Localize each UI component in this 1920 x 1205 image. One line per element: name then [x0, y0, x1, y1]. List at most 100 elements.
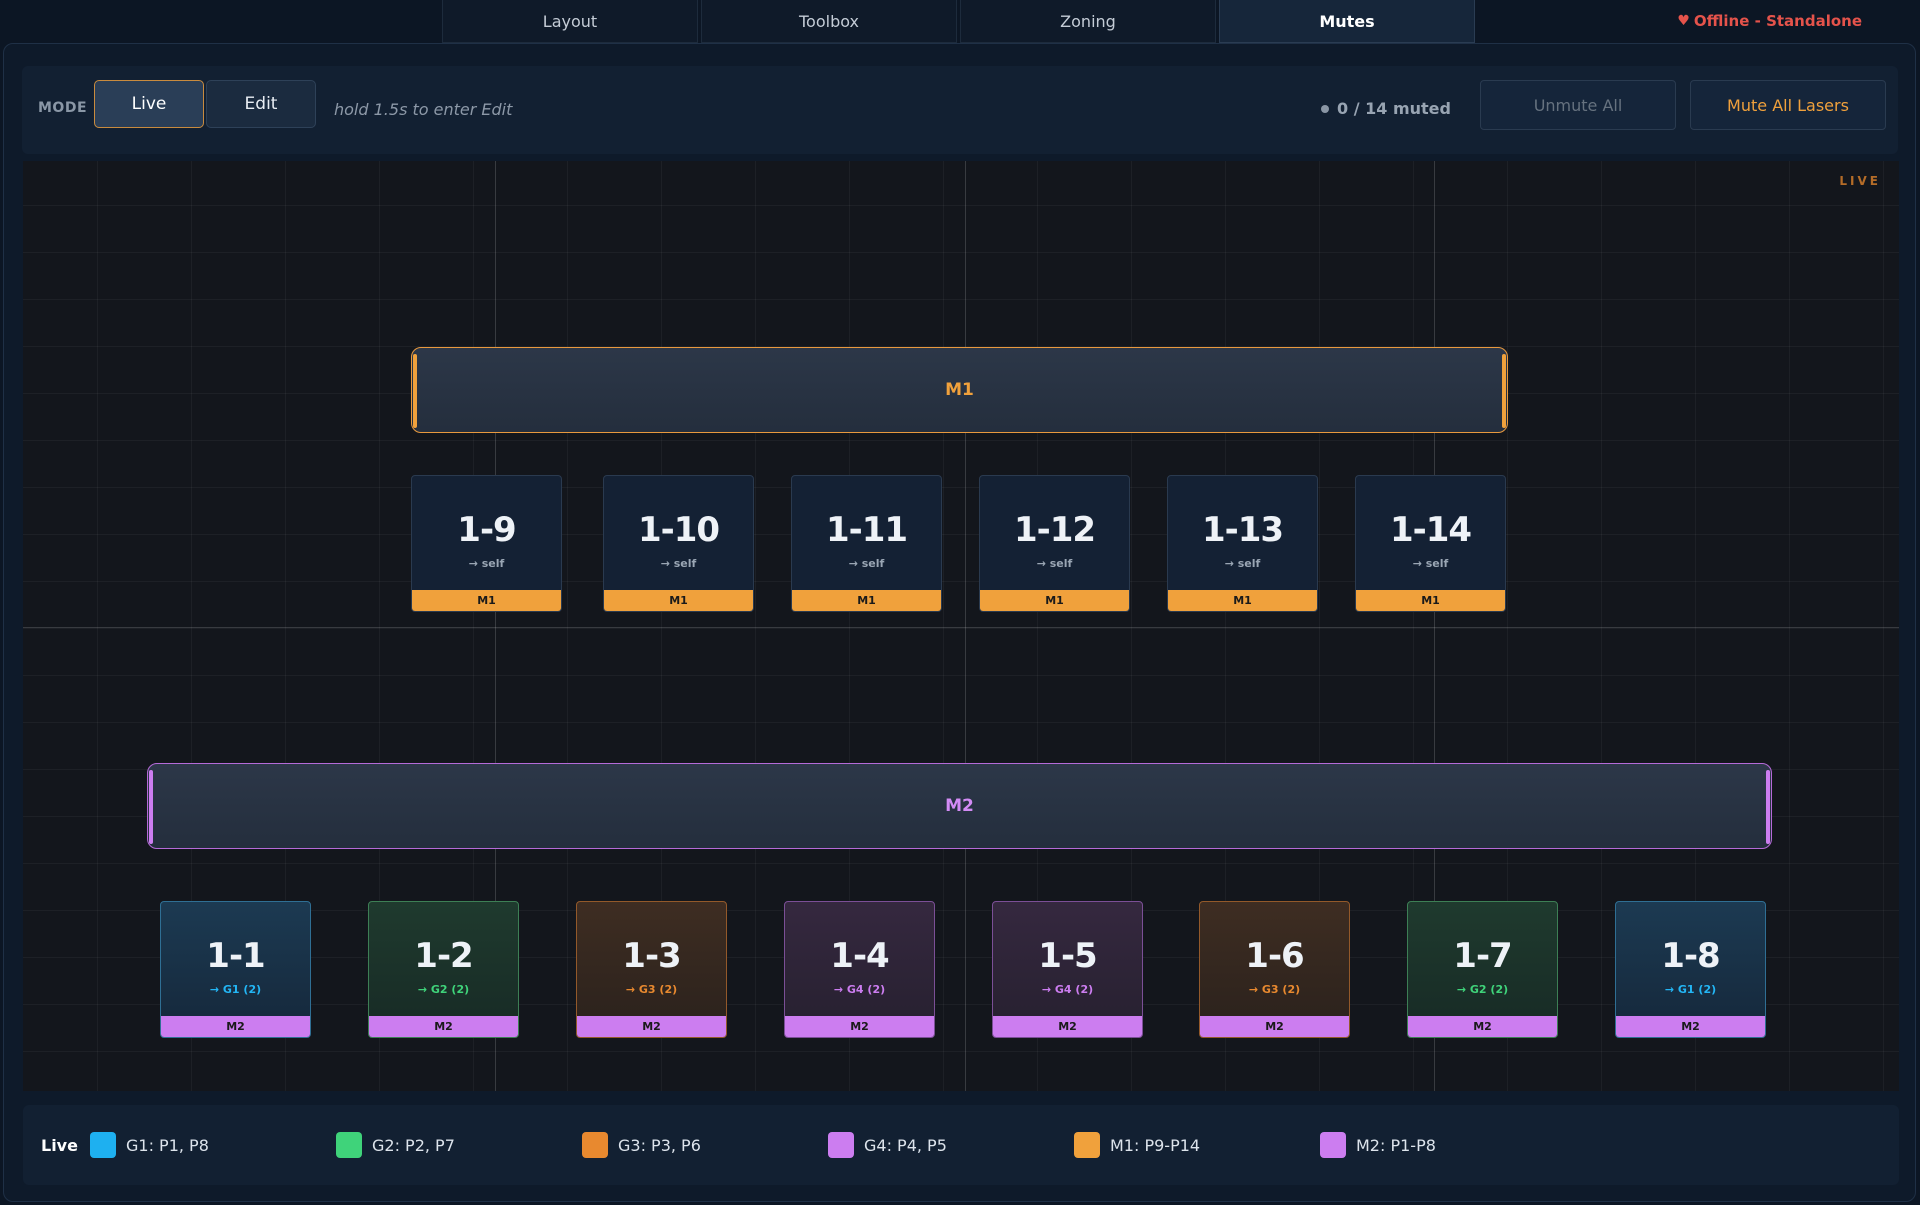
muted-count: 0 / 14 muted — [1321, 99, 1451, 118]
mode-bar: MODE Live Edit hold 1.5s to enter Edit 0… — [22, 66, 1898, 154]
legend-label: G2: P2, P7 — [372, 1135, 455, 1155]
status-dot-icon — [1321, 104, 1329, 113]
projector-tile[interactable]: 1-10 → self M1 — [603, 475, 754, 612]
projector-group-badge: M2 — [1616, 1016, 1765, 1037]
group-handle-left[interactable] — [413, 354, 417, 428]
projector-group-badge: M2 — [785, 1016, 934, 1037]
projector-target: → G4 (2) — [1041, 983, 1094, 996]
muted-count-text: 0 / 14 muted — [1337, 99, 1451, 118]
mode-label: MODE — [38, 100, 88, 116]
projector-tile[interactable]: 1-9 → self M1 — [411, 475, 562, 612]
grid-axis-vertical — [965, 161, 966, 1091]
projector-group-badge: M1 — [412, 590, 561, 611]
projector-target: → self — [848, 557, 885, 570]
legend-swatch — [336, 1132, 362, 1158]
projector-name: 1-5 — [1038, 936, 1097, 976]
projector-group-badge: M1 — [1168, 590, 1317, 611]
group-bar-m1[interactable]: M1 — [411, 347, 1508, 433]
grid-axis-vertical — [495, 161, 496, 1091]
mute-canvas: LIVE M1 1-9 → self M1 1-10 → self M1 1-1… — [23, 161, 1899, 1091]
group-handle-right[interactable] — [1766, 770, 1770, 844]
legend-label: M1: P9-P14 — [1110, 1135, 1201, 1155]
projector-tile[interactable]: 1-8 → G1 (2) M2 — [1615, 901, 1766, 1038]
edit-mode-button[interactable]: Edit — [206, 80, 316, 128]
projector-tile[interactable]: 1-1 → G1 (2) M2 — [160, 901, 311, 1038]
projector-tile[interactable]: 1-7 → G2 (2) M2 — [1407, 901, 1558, 1038]
legend-label: M2: P1-P8 — [1356, 1135, 1436, 1155]
projector-group-badge: M2 — [577, 1016, 726, 1037]
legend-mode: Live — [41, 1136, 78, 1155]
projector-target: → self — [1224, 557, 1261, 570]
live-tag: LIVE — [1839, 174, 1881, 188]
legend: Live G1: P1, P8 G2: P2, P7 G3: P3, P6 G4… — [23, 1105, 1899, 1185]
projector-tile[interactable]: 1-3 → G3 (2) M2 — [576, 901, 727, 1038]
group-bar-m2[interactable]: M2 — [147, 763, 1772, 849]
projector-target: → G3 (2) — [1248, 983, 1301, 996]
projector-group-badge: M1 — [604, 590, 753, 611]
projector-target: → self — [1036, 557, 1073, 570]
projector-target: → G4 (2) — [833, 983, 886, 996]
mutes-panel: MODE Live Edit hold 1.5s to enter Edit 0… — [3, 43, 1916, 1202]
legend-label: G1: P1, P8 — [126, 1135, 209, 1155]
tab-toolbox[interactable]: Toolbox — [701, 0, 957, 43]
projector-tile[interactable]: 1-2 → G2 (2) M2 — [368, 901, 519, 1038]
projector-name: 1-14 — [1389, 510, 1472, 550]
legend-swatch — [1074, 1132, 1100, 1158]
legend-item: G3: P3, P6 — [582, 1132, 701, 1158]
group-handle-left[interactable] — [149, 770, 153, 844]
projector-tile[interactable]: 1-6 → G3 (2) M2 — [1199, 901, 1350, 1038]
projector-group-badge: M1 — [792, 590, 941, 611]
group-label: M1 — [945, 380, 974, 400]
projector-group-badge: M2 — [369, 1016, 518, 1037]
projector-group-badge: M1 — [1356, 590, 1505, 611]
legend-item: G2: P2, P7 — [336, 1132, 455, 1158]
projector-name: 1-10 — [637, 510, 720, 550]
projector-name: 1-1 — [206, 936, 265, 976]
legend-label: G4: P4, P5 — [864, 1135, 947, 1155]
tab-layout[interactable]: Layout — [442, 0, 698, 43]
projector-target: → G2 (2) — [1456, 983, 1509, 996]
projector-name: 1-7 — [1453, 936, 1512, 976]
projector-target: → self — [1412, 557, 1449, 570]
tab-bar: Layout Toolbox Zoning Mutes — [442, 0, 1478, 43]
projector-tile[interactable]: 1-4 → G4 (2) M2 — [784, 901, 935, 1038]
group-label: M2 — [945, 796, 974, 816]
legend-swatch — [1320, 1132, 1346, 1158]
projector-group-badge: M2 — [1200, 1016, 1349, 1037]
projector-name: 1-9 — [457, 510, 516, 550]
projector-tile[interactable]: 1-13 → self M1 — [1167, 475, 1318, 612]
projector-name: 1-8 — [1661, 936, 1720, 976]
projector-name: 1-13 — [1201, 510, 1284, 550]
tab-zoning[interactable]: Zoning — [960, 0, 1216, 43]
unmute-all-button[interactable]: Unmute All — [1480, 80, 1676, 130]
grid-axis-horizontal — [23, 627, 1899, 628]
projector-name: 1-4 — [830, 936, 889, 976]
projector-name: 1-6 — [1245, 936, 1304, 976]
grid-axis-vertical — [1434, 161, 1435, 1091]
projector-group-badge: M1 — [980, 590, 1129, 611]
projector-target: → self — [468, 557, 505, 570]
projector-tile[interactable]: 1-12 → self M1 — [979, 475, 1130, 612]
legend-item: M1: P9-P14 — [1074, 1132, 1200, 1158]
projector-target: → G3 (2) — [625, 983, 678, 996]
projector-group-badge: M2 — [993, 1016, 1142, 1037]
projector-target: → G1 (2) — [1664, 983, 1717, 996]
projector-name: 1-2 — [414, 936, 473, 976]
projector-name: 1-3 — [622, 936, 681, 976]
projector-tile[interactable]: 1-5 → G4 (2) M2 — [992, 901, 1143, 1038]
projector-target: → G2 (2) — [417, 983, 470, 996]
projector-tile[interactable]: 1-14 → self M1 — [1355, 475, 1506, 612]
projector-target: → G1 (2) — [209, 983, 262, 996]
legend-item: G1: P1, P8 — [90, 1132, 209, 1158]
legend-label: G3: P3, P6 — [618, 1135, 701, 1155]
group-handle-right[interactable] — [1502, 354, 1506, 428]
live-mode-button[interactable]: Live — [94, 80, 204, 128]
mute-all-lasers-button[interactable]: Mute All Lasers — [1690, 80, 1886, 130]
heart-icon: ♥ — [1677, 13, 1690, 29]
tab-mutes[interactable]: Mutes — [1219, 0, 1475, 43]
legend-item: M2: P1-P8 — [1320, 1132, 1436, 1158]
connection-status-text: Offline - Standalone — [1693, 12, 1862, 30]
legend-swatch — [828, 1132, 854, 1158]
projector-tile[interactable]: 1-11 → self M1 — [791, 475, 942, 612]
legend-swatch — [582, 1132, 608, 1158]
